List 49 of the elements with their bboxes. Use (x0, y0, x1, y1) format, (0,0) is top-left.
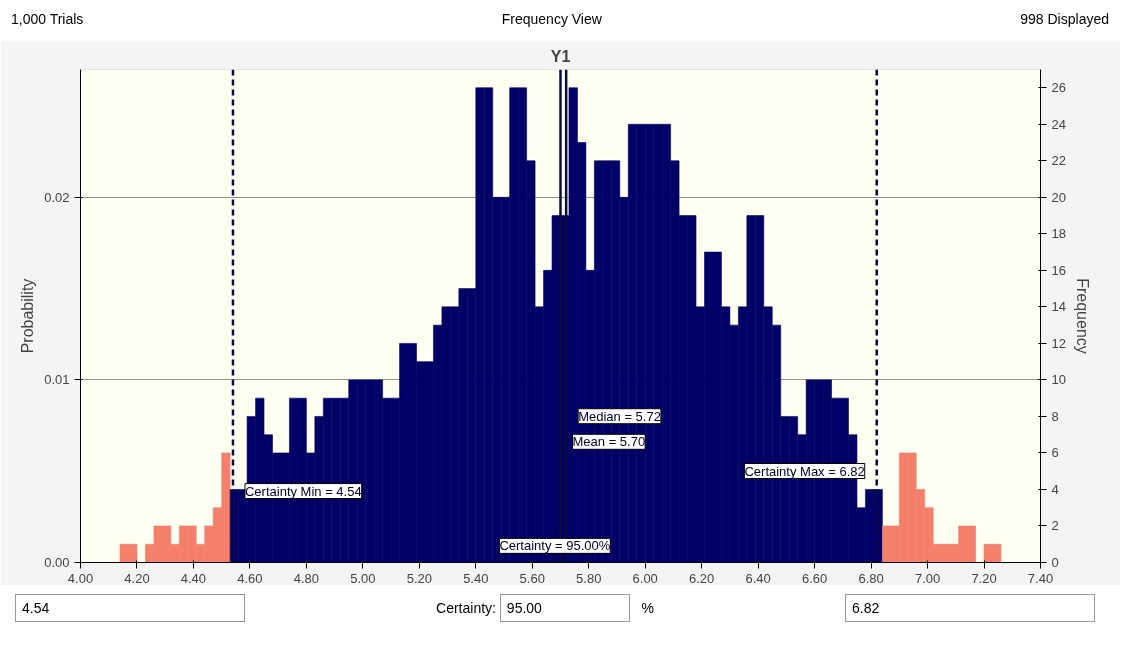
y-axis-title: Probability (19, 278, 37, 354)
x-tick-label: 7.20 (971, 570, 997, 586)
text: 95.00 (499, 594, 630, 622)
x-tick-label: 6.00 (632, 570, 658, 586)
text: 998 Displayed (1020, 10, 1109, 29)
ref-line-label: Mean = 5.70 (572, 434, 646, 450)
y2-tick-label: 6 (1051, 445, 1059, 461)
y2-tick-label: 14 (1051, 299, 1066, 315)
y2-tick-label: 8 (1051, 408, 1059, 424)
chart-subtitle: Y1 (550, 47, 571, 65)
y2-tick-label: 2 (1051, 518, 1059, 534)
y2-tick-label: 12 (1051, 335, 1066, 351)
x-tick-label: 5.00 (350, 570, 376, 586)
x-tick-label: 5.80 (576, 570, 602, 586)
y2-tick-label: 16 (1051, 262, 1066, 278)
y2-tick-label: 10 (1051, 372, 1066, 388)
y2-axis-title: Frequency (1073, 278, 1091, 354)
x-tick-label: 6.20 (689, 570, 715, 586)
text: 1,000 Trials (11, 10, 84, 29)
text: 6.82 (845, 594, 1095, 622)
x-tick-label: 4.20 (124, 570, 150, 586)
y-tick-label: 0.00 (44, 555, 70, 570)
y2-tick-label: 22 (1051, 153, 1066, 169)
y2-tick-label: 4 (1051, 481, 1059, 497)
x-tick-label: 7.00 (914, 570, 941, 586)
x-tick-label: 5.60 (519, 570, 545, 586)
x-tick-label: 7.40 (1027, 570, 1054, 586)
x-tick-label: 5.40 (463, 570, 489, 586)
y2-tick-label: 0 (1051, 555, 1059, 570)
x-tick-label: 5.20 (406, 570, 432, 586)
x-tick-label: 4.40 (180, 570, 207, 586)
x-tick-label: 4.80 (293, 570, 320, 586)
x-tick-label: 6.60 (801, 570, 828, 586)
x-tick-label: 4.60 (237, 570, 263, 586)
x-tick-label: 6.40 (745, 570, 771, 586)
text: % (641, 600, 654, 616)
annotation: Certainty = 95.00% (499, 538, 611, 554)
y2-tick-label: 24 (1051, 116, 1066, 132)
chart-title: Frequency View (501, 10, 602, 29)
y2-tick-label: 20 (1051, 189, 1066, 205)
x-tick-label: 4.00 (67, 570, 94, 586)
y-tick-label: 0.01 (44, 372, 70, 388)
y2-tick-label: 26 (1051, 80, 1066, 96)
y-tick-label: 0.02 (44, 189, 70, 205)
ref-line-label: Certainty Max = 6.82 (744, 463, 865, 479)
text: 4.54 (15, 594, 245, 622)
x-tick-label: 6.80 (858, 570, 884, 586)
text: Certainty: (436, 600, 496, 616)
y2-tick-label: 18 (1051, 226, 1066, 242)
